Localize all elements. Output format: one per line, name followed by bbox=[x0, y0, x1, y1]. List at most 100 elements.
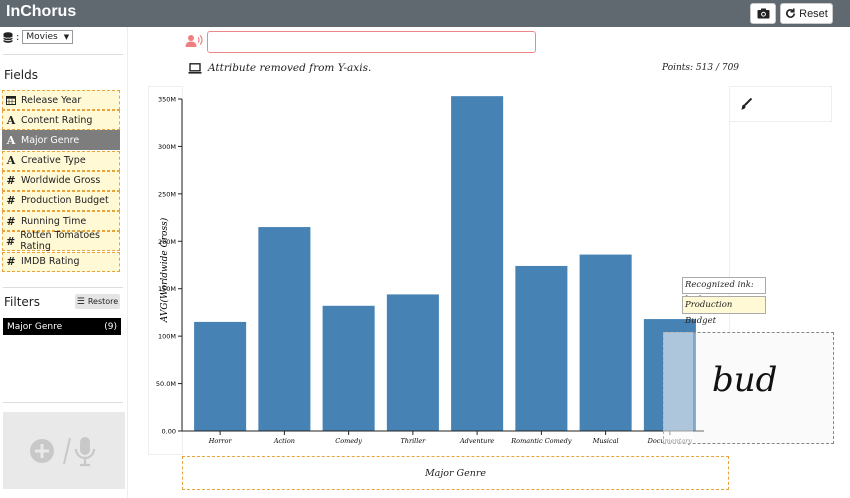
bar-action[interactable] bbox=[258, 227, 311, 431]
sidebar: : Movies ▼ Fields Release Year A Content… bbox=[0, 27, 128, 498]
recognized-ink-label: Recognized ink: bud bbox=[682, 277, 766, 305]
paintbrush-icon bbox=[740, 98, 752, 110]
field-label: Content Rating bbox=[21, 114, 93, 126]
right-panel bbox=[729, 122, 832, 332]
chevron-down-icon: ▼ bbox=[63, 33, 70, 41]
y-tick-label: 100M bbox=[158, 333, 176, 341]
y-tick-label: 0.00 bbox=[162, 428, 176, 436]
restore-button[interactable]: ☰ Restore bbox=[75, 294, 120, 309]
add-voice-panel[interactable] bbox=[3, 412, 125, 489]
divider bbox=[3, 287, 123, 288]
field-label: Major Genre bbox=[21, 134, 80, 146]
app-title: InChorus bbox=[6, 3, 77, 20]
field-label: Running Time bbox=[21, 215, 87, 227]
x-tick-label: Romantic Comedy bbox=[510, 437, 571, 445]
ink-canvas-overlay bbox=[663, 332, 693, 444]
field-major-genre[interactable]: A Major Genre bbox=[2, 130, 120, 151]
field-production-budget[interactable]: # Production Budget bbox=[2, 190, 120, 211]
calendar-icon bbox=[6, 96, 16, 105]
text-type-icon: A bbox=[6, 154, 16, 168]
field-rotten-tomatoes-rating[interactable]: # Rotten Tomatoes Rating bbox=[2, 230, 120, 253]
field-label: Worldwide Gross bbox=[21, 175, 101, 187]
field-content-rating[interactable]: A Content Rating bbox=[2, 110, 120, 131]
filter-label: Major Genre bbox=[7, 321, 63, 332]
dataset-dropdown[interactable]: Movies ▼ bbox=[22, 30, 74, 44]
laptop-icon bbox=[188, 62, 202, 74]
field-imdb-rating[interactable]: # IMDB Rating bbox=[2, 251, 120, 272]
reset-label: Reset bbox=[799, 7, 828, 20]
field-label: IMDB Rating bbox=[21, 256, 80, 267]
x-tick-label: Comedy bbox=[335, 437, 362, 445]
field-label: Rotten Tomatoes Rating bbox=[20, 230, 100, 253]
field-creative-type[interactable]: A Creative Type bbox=[2, 150, 120, 171]
field-label: Production Budget bbox=[21, 195, 109, 207]
refresh-icon bbox=[786, 8, 796, 18]
y-tick-label: 150M bbox=[158, 285, 176, 293]
y-tick-label: 300M bbox=[158, 143, 176, 151]
handwriting-text: bud bbox=[712, 360, 777, 400]
fields-list: Release Year A Content Rating A Major Ge… bbox=[2, 90, 120, 272]
feedback-message: Attribute removed from Y-axis. bbox=[188, 62, 371, 74]
ink-canvas[interactable]: bud bbox=[663, 332, 834, 444]
field-running-time[interactable]: # Running Time bbox=[2, 211, 120, 232]
list-icon: ☰ bbox=[76, 296, 85, 307]
number-type-icon: # bbox=[6, 234, 16, 248]
field-worldwide-gross[interactable]: # Worldwide Gross bbox=[2, 170, 120, 191]
number-type-icon: # bbox=[6, 174, 16, 188]
y-tick-label: 200M bbox=[158, 238, 176, 246]
x-tick-label: Documentary bbox=[647, 437, 693, 445]
y-axis-title: AVG(Worldwide Gross) bbox=[159, 217, 170, 323]
brush-tool[interactable] bbox=[729, 86, 832, 122]
y-axis: 0.00 50.0M 100M 150M 200M 250M 300M 350M bbox=[156, 96, 183, 436]
number-type-icon: # bbox=[6, 255, 16, 268]
x-axis-title: Major Genre bbox=[424, 467, 487, 479]
dataset-colon: : bbox=[16, 31, 20, 43]
field-release-year[interactable]: Release Year bbox=[2, 90, 120, 110]
filter-count: (9) bbox=[104, 321, 117, 332]
dataset-selector-row: : Movies ▼ bbox=[3, 30, 74, 44]
y-tick-label: 50.0M bbox=[156, 380, 176, 388]
top-bar: InChorus Reset bbox=[0, 0, 850, 27]
handwriting-stroke: bud bbox=[712, 360, 777, 400]
bar-romantic-comedy[interactable] bbox=[515, 265, 568, 431]
filters-heading: Filters bbox=[4, 295, 40, 309]
text-type-icon: A bbox=[6, 133, 16, 147]
speech-transcript-box bbox=[207, 31, 536, 53]
add-and-microphone-icon bbox=[30, 436, 96, 466]
y-tick-label: 350M bbox=[158, 96, 176, 104]
bar-chart: 0.00 50.0M 100M 150M 200M 250M 300M 350M Horror… bbox=[156, 96, 704, 445]
bar-comedy[interactable] bbox=[322, 305, 375, 431]
fields-heading: Fields bbox=[4, 68, 38, 82]
bar-documentary[interactable] bbox=[643, 319, 696, 431]
bar-musical[interactable] bbox=[579, 254, 632, 431]
bar-horror[interactable] bbox=[194, 321, 247, 431]
database-icon bbox=[3, 31, 13, 43]
y-tick-label: 250M bbox=[158, 190, 176, 198]
x-axis: Horror Action Comedy Thriller Adventure Roman… bbox=[182, 430, 704, 445]
screenshot-button[interactable] bbox=[750, 3, 776, 24]
divider bbox=[3, 402, 123, 403]
bars bbox=[194, 96, 696, 431]
x-tick-label: Horror bbox=[208, 437, 233, 445]
restore-label: Restore bbox=[87, 297, 119, 306]
x-tick-label: Thriller bbox=[400, 437, 426, 445]
reset-button[interactable]: Reset bbox=[780, 3, 833, 24]
divider bbox=[3, 54, 123, 55]
bar-thriller[interactable] bbox=[386, 294, 439, 431]
number-type-icon: # bbox=[6, 214, 16, 228]
field-label: Release Year bbox=[21, 94, 82, 106]
dataset-value: Movies bbox=[26, 32, 58, 42]
text-type-icon: A bbox=[6, 113, 16, 127]
camera-icon bbox=[757, 8, 769, 19]
filter-major-genre[interactable]: Major Genre (9) bbox=[3, 318, 121, 335]
bar-adventure[interactable] bbox=[451, 96, 504, 431]
message-text: Attribute removed from Y-axis. bbox=[208, 62, 372, 74]
x-tick-label: Musical bbox=[592, 437, 619, 445]
x-axis-drop-zone[interactable]: Major Genre bbox=[182, 456, 729, 490]
speaker-icon bbox=[185, 35, 203, 47]
x-tick-label: Action bbox=[273, 437, 295, 445]
number-type-icon: # bbox=[6, 194, 16, 208]
ink-suggestion-production-budget[interactable]: Production Budget bbox=[682, 296, 766, 326]
points-counter: Points: 513 / 709 bbox=[662, 63, 740, 73]
field-label: Creative Type bbox=[21, 155, 86, 167]
